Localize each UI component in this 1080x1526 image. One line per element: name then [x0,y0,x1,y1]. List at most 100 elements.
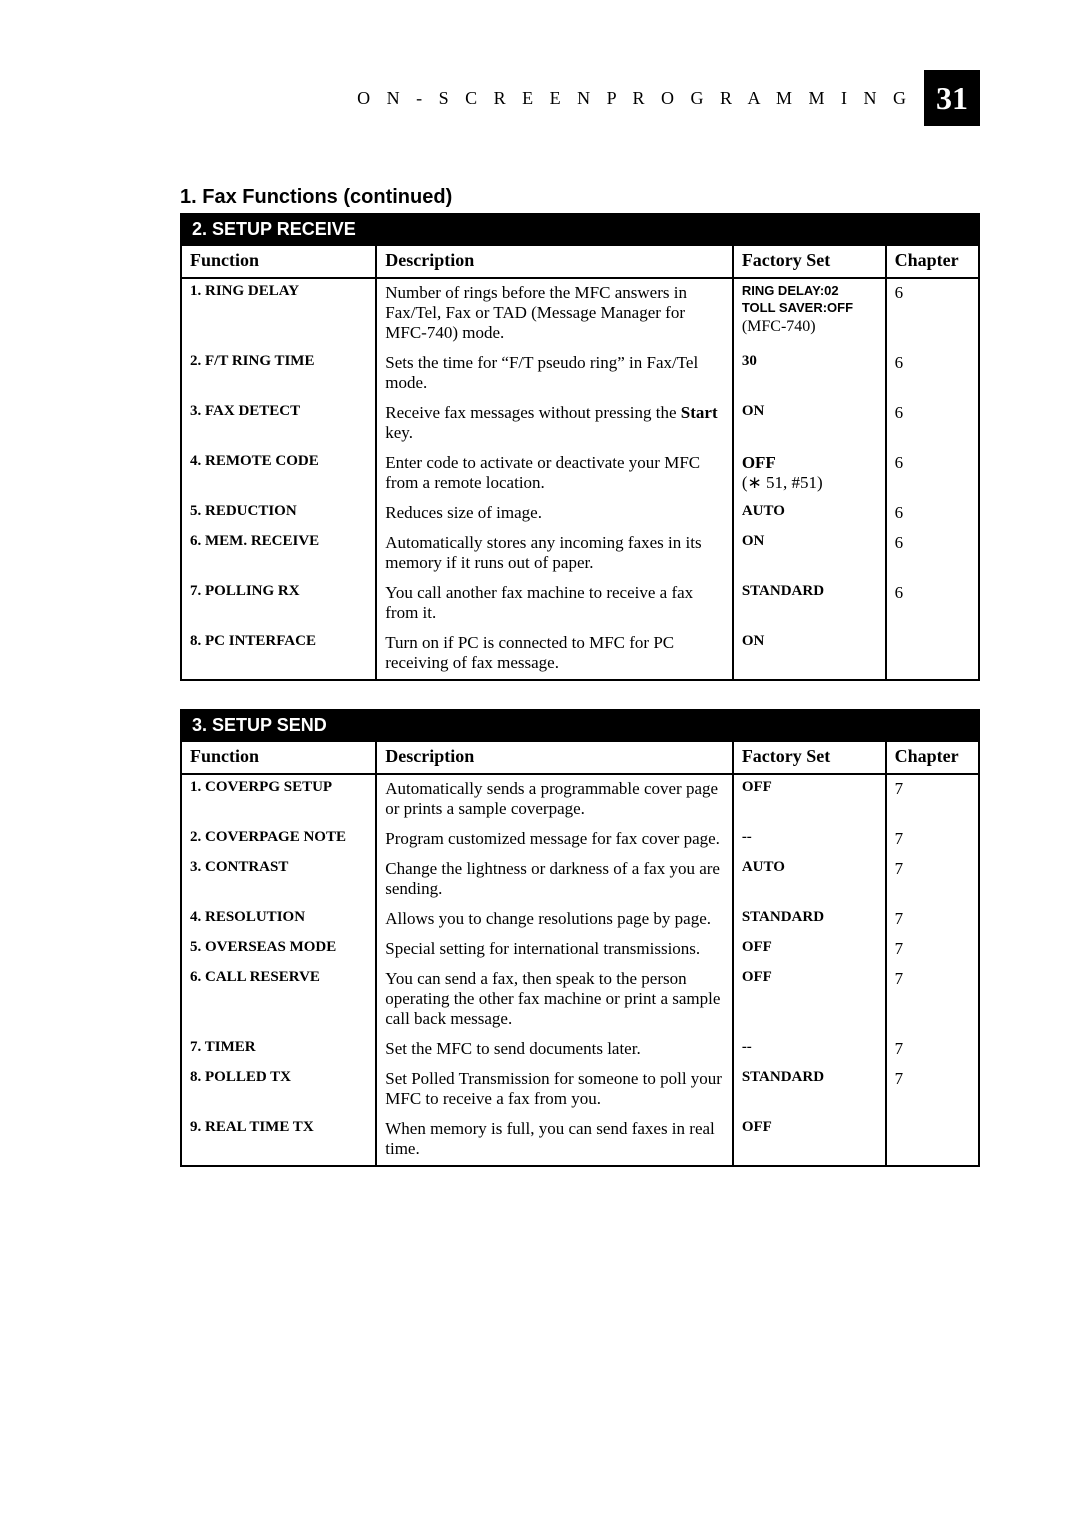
table-header-row: Function Description Factory Set Chapter [181,245,979,278]
cell-function: 6. MEM. RECEIVE [181,529,376,579]
table-row: 1. COVERPG SETUPAutomatically sends a pr… [181,774,979,825]
table-title-send: 3. SETUP SEND [181,710,979,741]
page-header: O N - S C R E E N P R O G R A M M I N G … [180,70,980,126]
cell-description: Sets the time for “F/T pseudo ring” in F… [376,349,733,399]
cell-function: 1. COVERPG SETUP [181,774,376,825]
cell-factory-set: AUTO [733,855,886,905]
cell-factory-set: STANDARD [733,905,886,935]
cell-function: 6. CALL RESERVE [181,965,376,1035]
cell-chapter: 7 [886,965,979,1035]
cell-function: 8. PC INTERFACE [181,629,376,680]
cell-function: 4. RESOLUTION [181,905,376,935]
cell-chapter: 7 [886,825,979,855]
cell-description: Allows you to change resolutions page by… [376,905,733,935]
page-container: O N - S C R E E N P R O G R A M M I N G … [0,0,1080,1255]
cell-description: When memory is full, you can send faxes … [376,1115,733,1166]
cell-chapter: 7 [886,855,979,905]
table-row: 6. CALL RESERVEYou can send a fax, then … [181,965,979,1035]
cell-chapter: 6 [886,529,979,579]
cell-description: You can send a fax, then speak to the pe… [376,965,733,1035]
cell-factory-set: STANDARD [733,579,886,629]
cell-function: 8. POLLED TX [181,1065,376,1115]
cell-chapter: 7 [886,1035,979,1065]
cell-chapter: 6 [886,278,979,349]
cell-function: 3. CONTRAST [181,855,376,905]
col-chapter: Chapter [886,741,979,774]
cell-factory-set: ON [733,629,886,680]
table-title-row: 3. SETUP SEND [181,710,979,741]
col-function: Function [181,741,376,774]
cell-description: Receive fax messages without pressing th… [376,399,733,449]
cell-function: 7. POLLING RX [181,579,376,629]
cell-description: Automatically stores any incoming faxes … [376,529,733,579]
table-row: 9. REAL TIME TXWhen memory is full, you … [181,1115,979,1166]
cell-description: Set the MFC to send documents later. [376,1035,733,1065]
cell-factory-set: OFF [733,965,886,1035]
table-row: 5. OVERSEAS MODESpecial setting for inte… [181,935,979,965]
table-row: 7. POLLING RXYou call another fax machin… [181,579,979,629]
table-row: 7. TIMERSet the MFC to send documents la… [181,1035,979,1065]
table-row: 3. CONTRASTChange the lightness or darkn… [181,855,979,905]
table-row: 3. FAX DETECTReceive fax messages withou… [181,399,979,449]
page-number: 31 [924,70,980,126]
col-description: Description [376,245,733,278]
cell-chapter: 6 [886,399,979,449]
cell-factory-set: OFF [733,935,886,965]
section-title-fax-functions: 1. Fax Functions (continued) [180,186,980,209]
table-row: 6. MEM. RECEIVEAutomatically stores any … [181,529,979,579]
table-row: 1. RING DELAYNumber of rings before the … [181,278,979,349]
cell-function: 9. REAL TIME TX [181,1115,376,1166]
cell-chapter: 7 [886,774,979,825]
cell-description: Program customized message for fax cover… [376,825,733,855]
cell-function: 5. REDUCTION [181,499,376,529]
cell-factory-set: STANDARD [733,1065,886,1115]
cell-chapter: 6 [886,349,979,399]
cell-factory-set: OFF [733,1115,886,1166]
col-description: Description [376,741,733,774]
cell-factory-set: ON [733,529,886,579]
cell-function: 1. RING DELAY [181,278,376,349]
cell-description: Enter code to activate or deactivate you… [376,449,733,499]
cell-description: Number of rings before the MFC answers i… [376,278,733,349]
cell-function: 7. TIMER [181,1035,376,1065]
cell-description: Change the lightness or darkness of a fa… [376,855,733,905]
table-row: 4. RESOLUTIONAllows you to change resolu… [181,905,979,935]
cell-factory-set: RING DELAY:02TOLL SAVER:OFF(MFC-740) [733,278,886,349]
cell-description: Set Polled Transmission for someone to p… [376,1065,733,1115]
cell-factory-set: -- [733,1035,886,1065]
cell-factory-set: AUTO [733,499,886,529]
cell-function: 2. F/T RING TIME [181,349,376,399]
col-factory-set: Factory Set [733,741,886,774]
header-section-label: O N - S C R E E N P R O G R A M M I N G [357,88,912,109]
cell-chapter [886,1115,979,1166]
cell-factory-set: OFF [733,774,886,825]
table-setup-receive: 2. SETUP RECEIVE Function Description Fa… [180,213,980,681]
col-chapter: Chapter [886,245,979,278]
cell-description: Special setting for international transm… [376,935,733,965]
cell-chapter: 7 [886,905,979,935]
cell-function: 2. COVERPAGE NOTE [181,825,376,855]
table-row: 2. F/T RING TIMESets the time for “F/T p… [181,349,979,399]
table-row: 5. REDUCTIONReduces size of image.AUTO6 [181,499,979,529]
cell-description: Turn on if PC is connected to MFC for PC… [376,629,733,680]
table-row: 8. POLLED TXSet Polled Transmission for … [181,1065,979,1115]
cell-description: Reduces size of image. [376,499,733,529]
cell-chapter: 7 [886,1065,979,1115]
table-title-receive: 2. SETUP RECEIVE [181,214,979,245]
table-title-row: 2. SETUP RECEIVE [181,214,979,245]
cell-chapter: 6 [886,449,979,499]
cell-description: Automatically sends a programmable cover… [376,774,733,825]
cell-factory-set: ON [733,399,886,449]
table-header-row: Function Description Factory Set Chapter [181,741,979,774]
cell-chapter: 7 [886,935,979,965]
col-function: Function [181,245,376,278]
cell-function: 3. FAX DETECT [181,399,376,449]
cell-factory-set: OFF(∗ 51, #51) [733,449,886,499]
table-row: 4. REMOTE CODEEnter code to activate or … [181,449,979,499]
table-row: 8. PC INTERFACETurn on if PC is connecte… [181,629,979,680]
cell-chapter [886,629,979,680]
table-row: 2. COVERPAGE NOTEProgram customized mess… [181,825,979,855]
cell-chapter: 6 [886,579,979,629]
cell-function: 5. OVERSEAS MODE [181,935,376,965]
cell-factory-set: -- [733,825,886,855]
